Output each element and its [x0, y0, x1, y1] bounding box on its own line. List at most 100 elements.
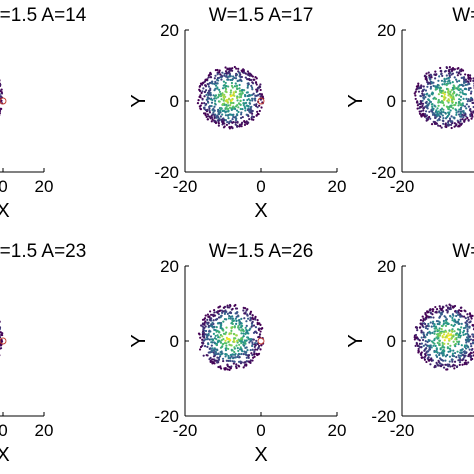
scatter-point	[460, 306, 463, 309]
scatter-point	[448, 70, 451, 73]
scatter-point	[457, 67, 460, 70]
scatter-point	[454, 103, 457, 106]
scatter-point	[234, 356, 237, 359]
scatter-point	[457, 318, 460, 321]
scatter-point	[254, 330, 257, 333]
scatter-point	[422, 107, 426, 110]
scatter-point	[246, 331, 249, 335]
scatter-point	[208, 107, 211, 110]
scatter-point	[445, 304, 448, 307]
scatter-point	[237, 360, 241, 363]
scatter-point	[462, 84, 465, 87]
scatter-point	[216, 82, 219, 85]
scatter-point	[255, 352, 258, 355]
scatter-point	[243, 350, 246, 353]
scatter-point	[471, 113, 474, 117]
scatter-point	[217, 358, 221, 361]
scatter-point	[470, 117, 473, 120]
scatter-point	[227, 85, 230, 88]
scatter-point	[209, 71, 212, 74]
scatter-point	[249, 348, 252, 352]
scatter-point	[253, 343, 256, 346]
y-tick-label: -20	[154, 163, 179, 182]
scatter-point	[251, 341, 254, 344]
scatter-point	[417, 87, 420, 90]
scatter-point	[237, 364, 240, 367]
scatter-point	[230, 348, 233, 351]
scatter-point	[424, 354, 427, 357]
scatter-point	[450, 323, 453, 327]
scatter-point	[231, 317, 235, 320]
scatter-point	[468, 82, 471, 86]
scatter-point	[437, 334, 440, 337]
scatter-point	[224, 355, 227, 358]
scatter-point	[419, 326, 422, 329]
scatter-point	[450, 329, 453, 333]
scatter-point	[434, 116, 437, 119]
scatter-point	[459, 111, 462, 114]
scatter-point	[433, 114, 437, 117]
scatter-point	[464, 118, 467, 121]
scatter-points	[197, 303, 265, 371]
scatter-point	[455, 109, 458, 112]
scatter-point	[455, 332, 459, 335]
scatter-point	[259, 88, 262, 92]
scatter-point	[464, 317, 467, 320]
scatter-point	[245, 324, 248, 327]
scatter-point	[204, 314, 207, 317]
scatter-point	[422, 319, 425, 322]
scatter-point	[435, 361, 438, 364]
scatter-point	[423, 93, 426, 96]
scatter-point	[216, 86, 219, 89]
scatter-point	[450, 94, 453, 97]
scatter-point	[460, 309, 463, 313]
scatter-point	[446, 346, 449, 349]
scatter-point	[443, 98, 446, 101]
scatter-point	[458, 87, 461, 91]
scatter-point	[446, 91, 449, 94]
scatter-point	[461, 353, 464, 356]
scatter-point	[451, 101, 454, 104]
scatter-point	[210, 344, 213, 347]
x-tick-label: 20	[328, 421, 347, 440]
scatter-point	[441, 74, 444, 78]
scatter-point	[218, 355, 222, 358]
scatter-point	[471, 357, 474, 361]
scatter-point	[228, 127, 232, 130]
scatter-point	[437, 124, 440, 127]
scatter-point	[437, 101, 440, 104]
scatter-point	[447, 334, 450, 337]
scatter-point	[468, 348, 471, 351]
scatter-point	[250, 86, 254, 89]
origin-marker	[257, 337, 265, 345]
scatter-point	[455, 314, 458, 318]
scatter-point	[212, 332, 216, 335]
scatter-point	[198, 105, 201, 108]
scatter-point	[251, 359, 254, 362]
scatter-point	[435, 308, 439, 311]
scatter-point	[230, 365, 233, 368]
scatter-point	[224, 70, 228, 73]
scatter-point	[237, 106, 240, 109]
scatter-point	[420, 356, 423, 359]
scatter-point	[450, 105, 453, 109]
y-tick-label: 0	[387, 332, 396, 351]
scatter-point	[223, 342, 227, 345]
scatter-point	[259, 348, 262, 351]
scatter-point	[235, 109, 239, 112]
scatter-point	[433, 342, 436, 345]
scatter-point	[414, 344, 417, 348]
scatter-point	[458, 71, 461, 74]
scatter-point	[245, 113, 248, 116]
scatter-point	[447, 120, 450, 123]
scatter-point	[433, 323, 436, 326]
scatter-point	[467, 318, 470, 321]
scatter-point	[236, 104, 239, 107]
scatter-point	[445, 368, 448, 371]
scatter-point	[0, 79, 1, 82]
scatter-point	[440, 101, 444, 104]
scatter-point	[440, 324, 443, 328]
scatter-point	[443, 330, 446, 334]
scatter-point	[433, 327, 436, 330]
scatter-point	[216, 68, 219, 72]
